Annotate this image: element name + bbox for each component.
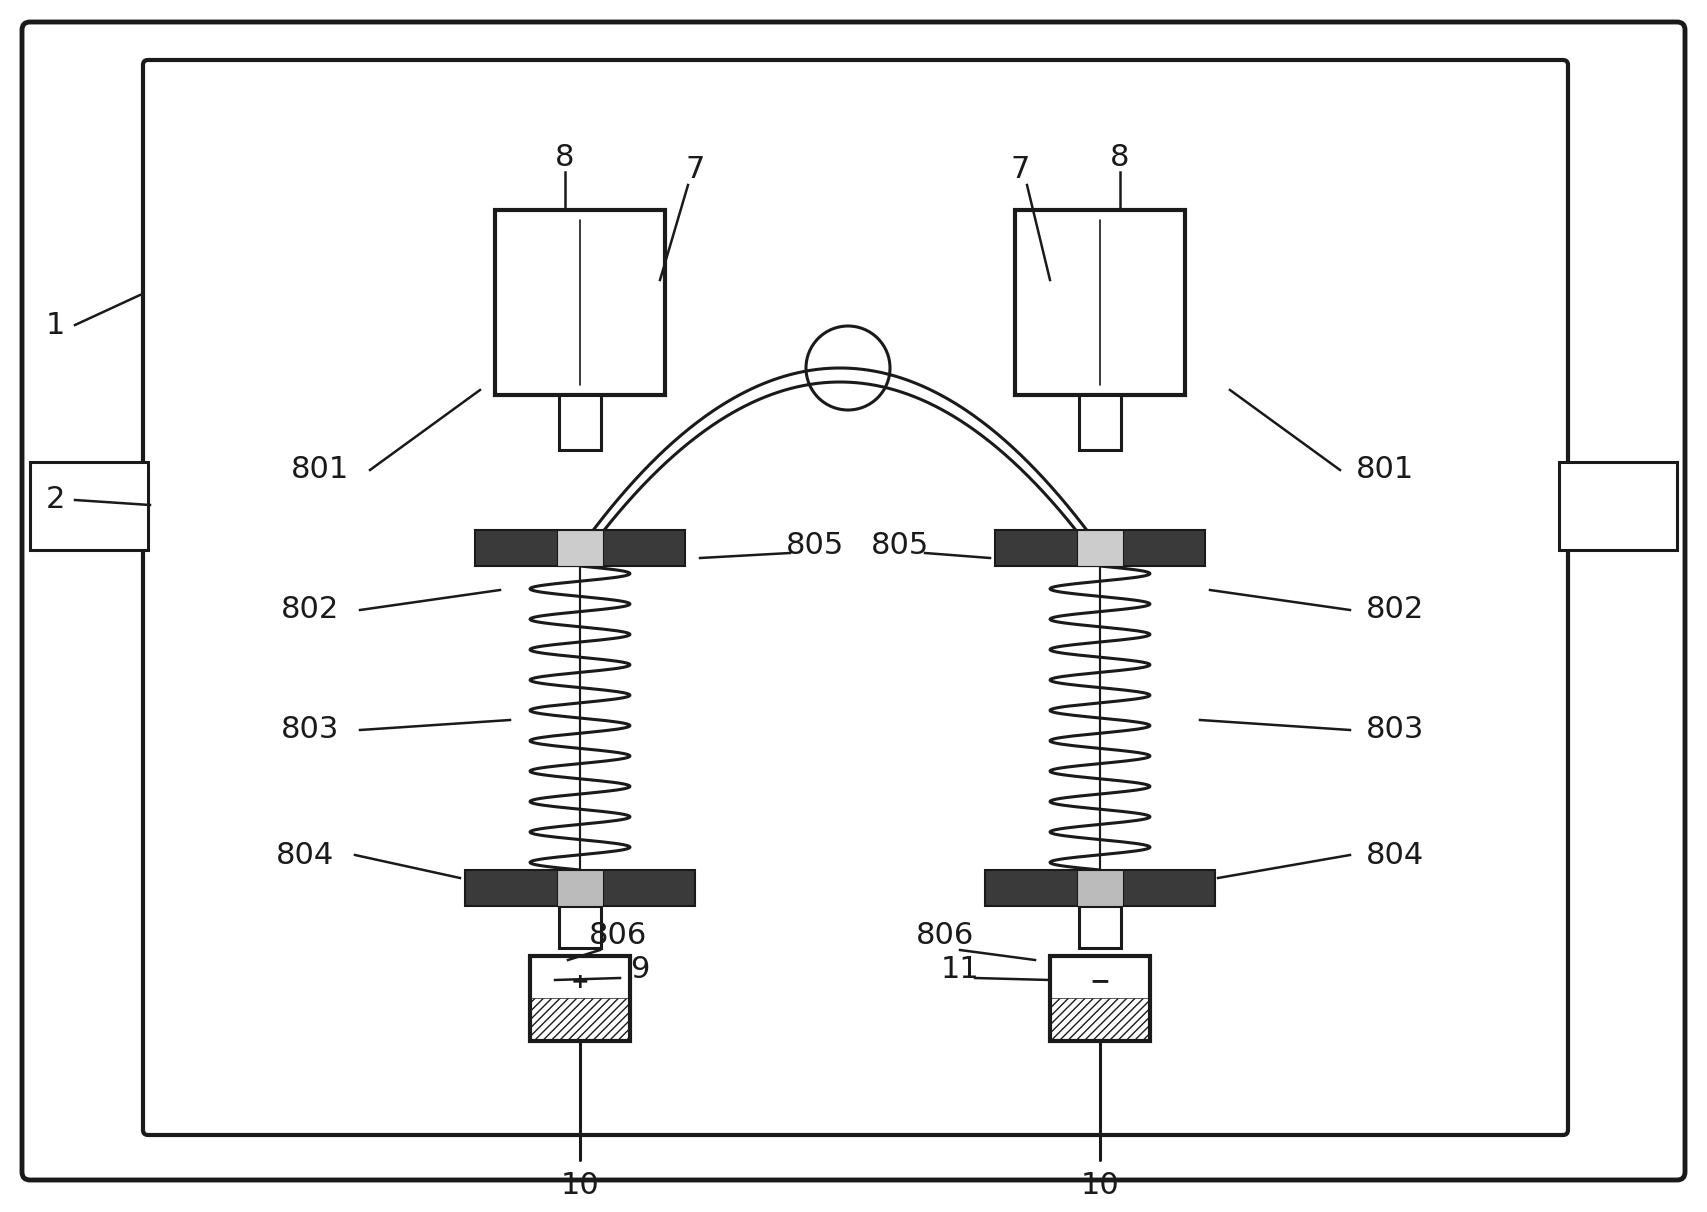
Text: 802: 802 bbox=[282, 595, 340, 624]
Bar bbox=[1050, 997, 1151, 1040]
Bar bbox=[1077, 530, 1123, 566]
Bar bbox=[1079, 395, 1121, 450]
Text: 804: 804 bbox=[277, 840, 335, 869]
FancyBboxPatch shape bbox=[22, 22, 1685, 1180]
Text: 801: 801 bbox=[290, 456, 350, 485]
Text: +: + bbox=[570, 972, 589, 991]
Bar bbox=[558, 395, 601, 450]
Text: 11: 11 bbox=[941, 955, 980, 984]
Bar bbox=[556, 870, 603, 907]
Text: 7: 7 bbox=[685, 155, 705, 184]
Text: 803: 803 bbox=[1366, 715, 1424, 744]
Bar bbox=[495, 210, 666, 395]
Bar bbox=[529, 956, 630, 1041]
Bar bbox=[558, 907, 601, 948]
Text: 803: 803 bbox=[282, 715, 340, 744]
Text: 802: 802 bbox=[1366, 595, 1424, 624]
Bar bbox=[464, 870, 695, 907]
Text: 9: 9 bbox=[630, 955, 650, 984]
Text: 8: 8 bbox=[1110, 143, 1130, 172]
Text: 2: 2 bbox=[46, 486, 65, 515]
Bar bbox=[1558, 462, 1676, 550]
Text: 805: 805 bbox=[785, 531, 845, 560]
Bar bbox=[1077, 870, 1123, 907]
Text: 805: 805 bbox=[871, 531, 929, 560]
Text: 806: 806 bbox=[917, 920, 975, 949]
Bar bbox=[556, 530, 603, 566]
FancyBboxPatch shape bbox=[143, 61, 1569, 1134]
Text: 10: 10 bbox=[1081, 1171, 1120, 1200]
Text: 806: 806 bbox=[589, 920, 647, 949]
Text: 804: 804 bbox=[1366, 840, 1424, 869]
Bar bbox=[1050, 956, 1151, 1041]
Text: 801: 801 bbox=[1355, 456, 1413, 485]
Text: 8: 8 bbox=[555, 143, 575, 172]
Bar bbox=[1016, 210, 1185, 395]
Bar bbox=[995, 530, 1205, 566]
Bar bbox=[31, 462, 149, 550]
Text: 10: 10 bbox=[560, 1171, 599, 1200]
Bar bbox=[985, 870, 1215, 907]
Text: −: − bbox=[1089, 970, 1111, 994]
Bar bbox=[529, 997, 630, 1040]
Text: 7: 7 bbox=[1011, 155, 1029, 184]
Bar bbox=[1079, 907, 1121, 948]
Bar bbox=[475, 530, 685, 566]
Text: 1: 1 bbox=[46, 310, 65, 339]
